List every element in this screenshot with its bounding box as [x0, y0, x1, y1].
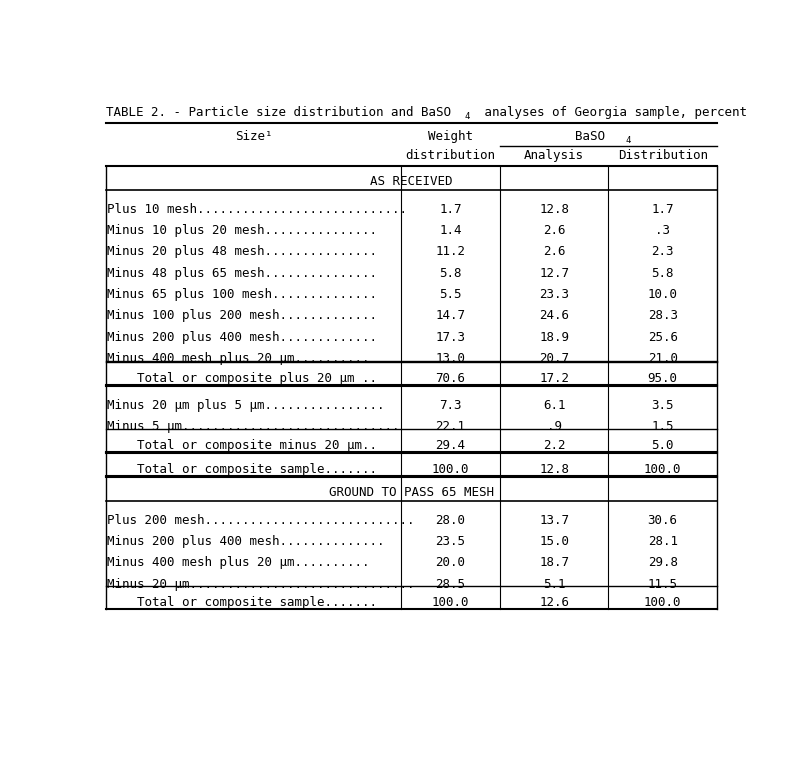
Text: 28.3: 28.3 — [648, 309, 678, 323]
Text: Minus 5 μm.............................: Minus 5 μm............................. — [107, 420, 400, 433]
Text: 95.0: 95.0 — [648, 373, 678, 385]
Text: 28.0: 28.0 — [435, 514, 466, 526]
Text: Minus 200 plus 400 mesh.............: Minus 200 plus 400 mesh............. — [107, 331, 378, 344]
Text: 5.0: 5.0 — [651, 439, 674, 452]
Text: 2.2: 2.2 — [543, 439, 566, 452]
Text: 100.0: 100.0 — [644, 597, 682, 609]
Text: 25.6: 25.6 — [648, 331, 678, 344]
Text: Minus 100 plus 200 mesh.............: Minus 100 plus 200 mesh............. — [107, 309, 378, 323]
Text: AS RECEIVED: AS RECEIVED — [370, 176, 453, 188]
Text: 2.6: 2.6 — [543, 245, 566, 259]
Text: 70.6: 70.6 — [435, 373, 466, 385]
Text: 23.5: 23.5 — [435, 535, 466, 547]
Text: analyses of Georgia sample, percent: analyses of Georgia sample, percent — [477, 106, 747, 119]
Text: 1.7: 1.7 — [651, 203, 674, 216]
Text: 13.7: 13.7 — [539, 514, 569, 526]
Text: Plus 200 mesh............................: Plus 200 mesh...........................… — [107, 514, 415, 526]
Text: Minus 20 μm..............................: Minus 20 μm.............................… — [107, 578, 415, 590]
Text: 12.7: 12.7 — [539, 267, 569, 280]
Text: Size¹: Size¹ — [234, 130, 272, 143]
Text: 100.0: 100.0 — [431, 597, 469, 609]
Text: 5.5: 5.5 — [439, 288, 462, 301]
Text: 5.8: 5.8 — [651, 267, 674, 280]
Text: 10.0: 10.0 — [648, 288, 678, 301]
Text: 21.0: 21.0 — [648, 352, 678, 365]
Text: GROUND TO PASS 65 MESH: GROUND TO PASS 65 MESH — [329, 487, 494, 499]
Text: Total or composite sample.......: Total or composite sample....... — [107, 597, 378, 609]
Text: Minus 20 μm plus 5 μm................: Minus 20 μm plus 5 μm................ — [107, 399, 385, 412]
Text: Minus 65 plus 100 mesh..............: Minus 65 plus 100 mesh.............. — [107, 288, 378, 301]
Text: 29.4: 29.4 — [435, 439, 466, 452]
Text: 17.2: 17.2 — [539, 373, 569, 385]
Text: 3.5: 3.5 — [651, 399, 674, 412]
Text: 5.1: 5.1 — [543, 578, 566, 590]
Text: .3: .3 — [655, 224, 670, 237]
Text: distribution: distribution — [406, 149, 495, 162]
Text: 18.9: 18.9 — [539, 331, 569, 344]
Text: 1.4: 1.4 — [439, 224, 462, 237]
Text: .9: .9 — [546, 420, 562, 433]
Text: 30.6: 30.6 — [648, 514, 678, 526]
Text: 15.0: 15.0 — [539, 535, 569, 547]
Text: 7.3: 7.3 — [439, 399, 462, 412]
Text: 13.0: 13.0 — [435, 352, 466, 365]
Text: Total or composite minus 20 μm..: Total or composite minus 20 μm.. — [107, 439, 378, 452]
Text: 2.6: 2.6 — [543, 224, 566, 237]
Text: BaSO: BaSO — [574, 130, 605, 143]
Text: Minus 400 mesh plus 20 μm..........: Minus 400 mesh plus 20 μm.......... — [107, 556, 370, 569]
Text: 24.6: 24.6 — [539, 309, 569, 323]
Text: 11.2: 11.2 — [435, 245, 466, 259]
Text: 100.0: 100.0 — [644, 463, 682, 476]
Text: 20.7: 20.7 — [539, 352, 569, 365]
Text: Plus 10 mesh............................: Plus 10 mesh............................ — [107, 203, 407, 216]
Text: 5.8: 5.8 — [439, 267, 462, 280]
Text: 6.1: 6.1 — [543, 399, 566, 412]
Text: Minus 200 plus 400 mesh..............: Minus 200 plus 400 mesh.............. — [107, 535, 385, 547]
Text: 17.3: 17.3 — [435, 331, 466, 344]
Text: Minus 20 plus 48 mesh...............: Minus 20 plus 48 mesh............... — [107, 245, 378, 259]
Text: 11.5: 11.5 — [648, 578, 678, 590]
Text: Minus 48 plus 65 mesh...............: Minus 48 plus 65 mesh............... — [107, 267, 378, 280]
Text: Distribution: Distribution — [618, 149, 708, 162]
Text: 22.1: 22.1 — [435, 420, 466, 433]
Text: 23.3: 23.3 — [539, 288, 569, 301]
Text: 29.8: 29.8 — [648, 556, 678, 569]
Text: Total or composite sample.......: Total or composite sample....... — [107, 463, 378, 476]
Text: 100.0: 100.0 — [431, 463, 469, 476]
Text: TABLE 2. - Particle size distribution and BaSO: TABLE 2. - Particle size distribution an… — [106, 106, 451, 119]
Text: 14.7: 14.7 — [435, 309, 466, 323]
Text: Analysis: Analysis — [524, 149, 584, 162]
Text: 1.7: 1.7 — [439, 203, 462, 216]
Text: Weight: Weight — [428, 130, 473, 143]
Text: 4: 4 — [465, 112, 470, 121]
Text: 20.0: 20.0 — [435, 556, 466, 569]
Text: 4: 4 — [625, 136, 630, 144]
Text: Minus 400 mesh plus 20 μm..........: Minus 400 mesh plus 20 μm.......... — [107, 352, 370, 365]
Text: 2.3: 2.3 — [651, 245, 674, 259]
Text: 1.5: 1.5 — [651, 420, 674, 433]
Text: 12.6: 12.6 — [539, 597, 569, 609]
Text: 12.8: 12.8 — [539, 203, 569, 216]
Text: 18.7: 18.7 — [539, 556, 569, 569]
Text: 12.8: 12.8 — [539, 463, 569, 476]
Text: 28.1: 28.1 — [648, 535, 678, 547]
Text: Total or composite plus 20 μm ..: Total or composite plus 20 μm .. — [107, 373, 378, 385]
Text: Minus 10 plus 20 mesh...............: Minus 10 plus 20 mesh............... — [107, 224, 378, 237]
Text: 28.5: 28.5 — [435, 578, 466, 590]
